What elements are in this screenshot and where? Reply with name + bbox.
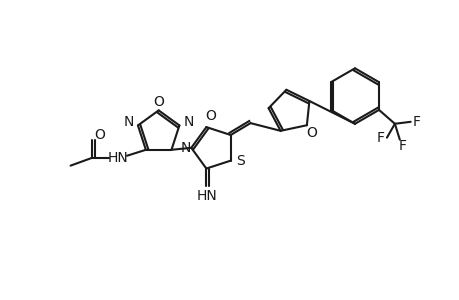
Text: O: O <box>204 109 215 123</box>
Text: F: F <box>398 139 406 153</box>
Text: O: O <box>306 126 317 140</box>
Text: HN: HN <box>107 151 128 165</box>
Text: N: N <box>180 141 190 155</box>
Text: S: S <box>236 154 245 168</box>
Text: N: N <box>183 116 193 130</box>
Text: F: F <box>376 131 384 145</box>
Text: HN: HN <box>196 189 217 203</box>
Text: O: O <box>153 95 164 110</box>
Text: N: N <box>123 116 134 130</box>
Text: O: O <box>94 128 105 142</box>
Text: F: F <box>412 115 420 129</box>
